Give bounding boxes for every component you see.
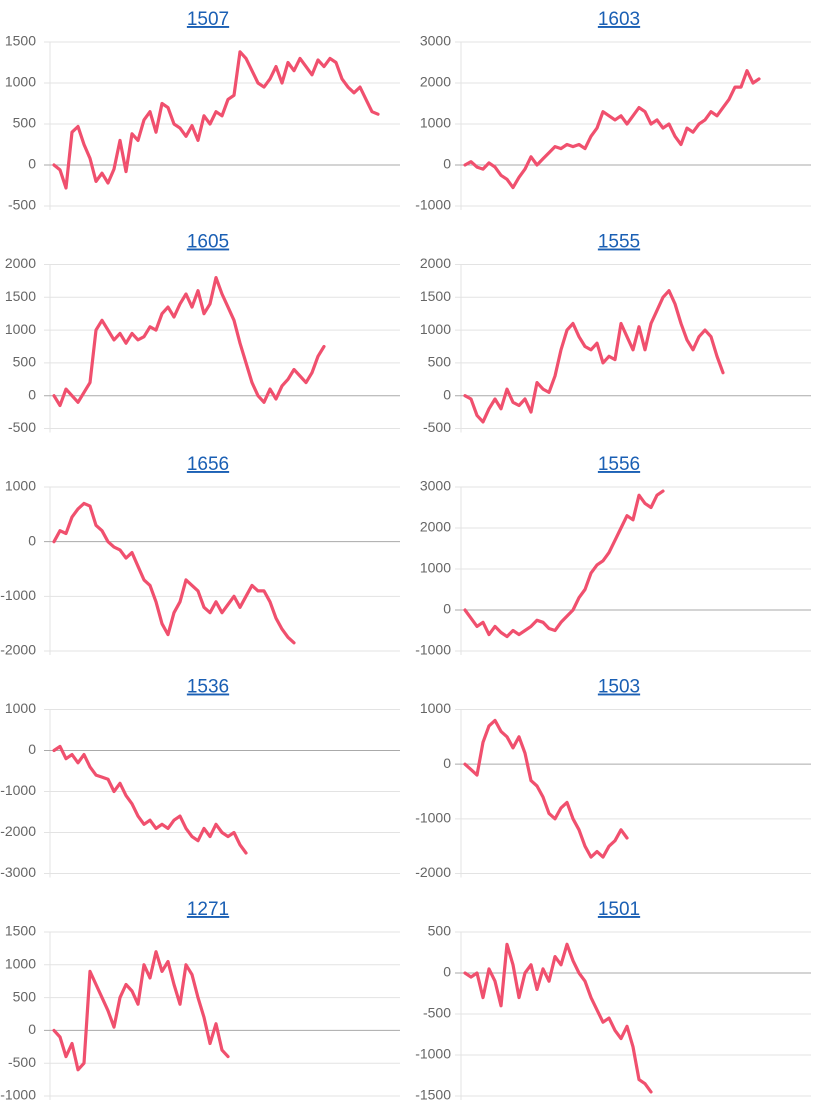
y-tick-label: -1000 — [415, 642, 451, 658]
line — [52, 50, 380, 190]
y-tick-label: 0 — [443, 386, 451, 402]
line — [52, 501, 296, 645]
y-tick-label: 1500 — [5, 923, 36, 939]
chart-title[interactable]: 1271 — [187, 899, 229, 920]
y-tick-label: -1000 — [415, 197, 451, 213]
chart-title[interactable]: 1605 — [187, 232, 229, 253]
y-tick-label: 1500 — [5, 33, 36, 49]
y-tick-label: 2000 — [420, 519, 451, 535]
line — [463, 942, 653, 1094]
chart-title[interactable]: 1656 — [187, 454, 229, 475]
y-tick-label: -500 — [8, 1054, 36, 1070]
chart-title[interactable]: 1556 — [598, 454, 640, 475]
y-tick-label: 2000 — [420, 255, 451, 271]
y-tick-label: -500 — [8, 197, 36, 213]
y-tick-label: 0 — [28, 156, 36, 172]
y-tick-label: 0 — [443, 156, 451, 172]
y-tick-label: 1000 — [5, 74, 36, 90]
line — [52, 276, 326, 408]
y-tick-label: 0 — [28, 1021, 36, 1037]
y-tick-label: 0 — [28, 532, 36, 548]
y-tick-label: -1000 — [415, 1046, 451, 1062]
line — [463, 69, 761, 190]
y-tick-label: 1000 — [420, 560, 451, 576]
chart-title[interactable]: 1603 — [598, 9, 640, 30]
y-tick-label: 1000 — [420, 115, 451, 131]
y-tick-label: 1000 — [5, 956, 36, 972]
y-tick-label: -500 — [8, 419, 36, 435]
y-tick-label: -1000 — [0, 587, 36, 603]
y-tick-label: -1000 — [0, 782, 36, 798]
y-tick-label: -2000 — [415, 864, 451, 880]
y-tick-label: 3000 — [420, 478, 451, 494]
y-tick-label: 0 — [443, 755, 451, 771]
line — [463, 718, 629, 859]
y-tick-label: 0 — [28, 741, 36, 757]
y-tick-label: -2000 — [0, 642, 36, 658]
chart-title[interactable]: 1501 — [598, 899, 640, 920]
y-tick-label: 500 — [13, 115, 37, 131]
y-tick-label: 1000 — [5, 321, 36, 337]
y-tick-label: -1000 — [0, 1087, 36, 1103]
chart-title[interactable]: 1503 — [598, 677, 640, 698]
y-tick-label: 3000 — [420, 33, 451, 49]
y-tick-label: 0 — [443, 964, 451, 980]
y-tick-label: -1000 — [415, 810, 451, 826]
y-tick-label: 1000 — [420, 321, 451, 337]
chart-title[interactable]: 1536 — [187, 677, 229, 698]
y-tick-label: -2000 — [0, 823, 36, 839]
y-tick-label: 2000 — [420, 74, 451, 90]
y-tick-label: 1000 — [5, 478, 36, 494]
y-tick-label: 2000 — [5, 255, 36, 271]
y-tick-label: 0 — [443, 601, 451, 617]
y-tick-label: 500 — [13, 988, 37, 1004]
y-tick-label: -3000 — [0, 864, 36, 880]
y-tick-label: 1500 — [5, 288, 36, 304]
y-tick-label: -500 — [423, 419, 451, 435]
y-tick-label: 1000 — [420, 700, 451, 716]
y-tick-label: 0 — [28, 386, 36, 402]
line — [463, 289, 725, 424]
chart-title[interactable]: 1507 — [187, 9, 229, 30]
line — [463, 489, 665, 639]
chart-title[interactable]: 1555 — [598, 232, 640, 253]
y-tick-label: 500 — [13, 354, 37, 370]
line — [52, 744, 248, 855]
y-tick-label: 500 — [428, 923, 452, 939]
line — [52, 950, 230, 1072]
y-tick-label: 1000 — [5, 700, 36, 716]
y-tick-label: 500 — [428, 354, 452, 370]
y-tick-label: 1500 — [420, 288, 451, 304]
y-tick-label: -1500 — [415, 1087, 451, 1103]
y-tick-label: -500 — [423, 1005, 451, 1021]
